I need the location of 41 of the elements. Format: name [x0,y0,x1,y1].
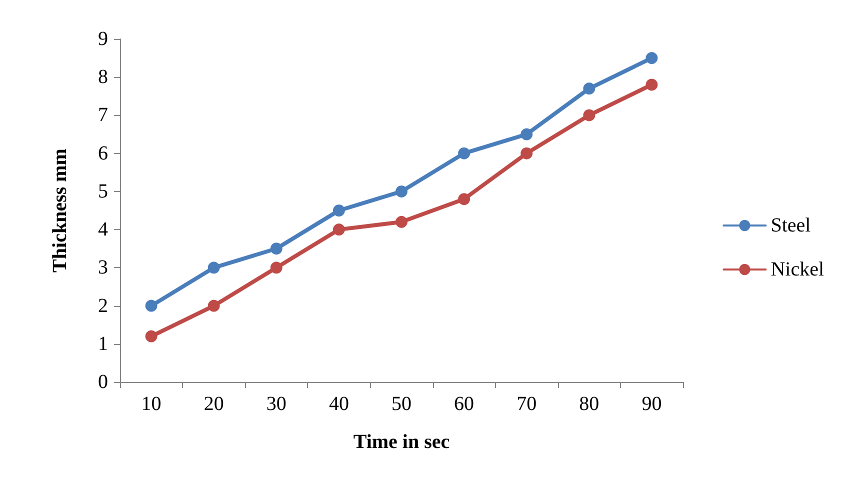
y-tick-label: 0 [98,371,108,393]
point [208,262,220,274]
x-tick-label: 70 [516,393,537,415]
point [458,193,470,206]
point [583,109,596,122]
x-tick-label: 20 [204,393,224,415]
y-tick-label: 2 [98,294,108,317]
point [270,262,282,274]
point [583,82,596,95]
point [520,147,533,160]
point [145,300,158,312]
point [396,216,408,228]
point [520,128,533,140]
y-tick-label: 1 [98,332,108,355]
point [332,224,345,236]
x-tick-label: 30 [266,393,286,415]
point [270,242,282,255]
point [646,52,658,64]
x-tick-label: 90 [642,393,662,415]
x-axis-title: Time in sec [353,431,450,453]
legend-label: Nickel [770,258,824,280]
x-tick-label: 40 [328,393,349,415]
y-tick-label: 4 [98,218,108,241]
x-tick-label: 50 [392,393,412,415]
point [396,185,408,198]
x-tick-label: 80 [579,393,600,415]
y-tick-label: 5 [98,180,108,202]
y-tick-label: 3 [98,256,108,279]
x-tick-label: 10 [141,393,162,415]
point [332,204,345,216]
y-tick-label: 6 [98,142,108,164]
point [646,78,658,91]
y-axis-title: Thickness mm [49,148,71,272]
x-tick-label: 60 [454,393,474,415]
y-tick-label: 8 [98,66,108,88]
point [145,330,158,342]
legend-label: Steel [770,214,812,236]
y-tick-label: 9 [98,28,108,50]
point [208,300,220,312]
y-tick-label: 7 [98,104,108,126]
point [458,147,470,160]
